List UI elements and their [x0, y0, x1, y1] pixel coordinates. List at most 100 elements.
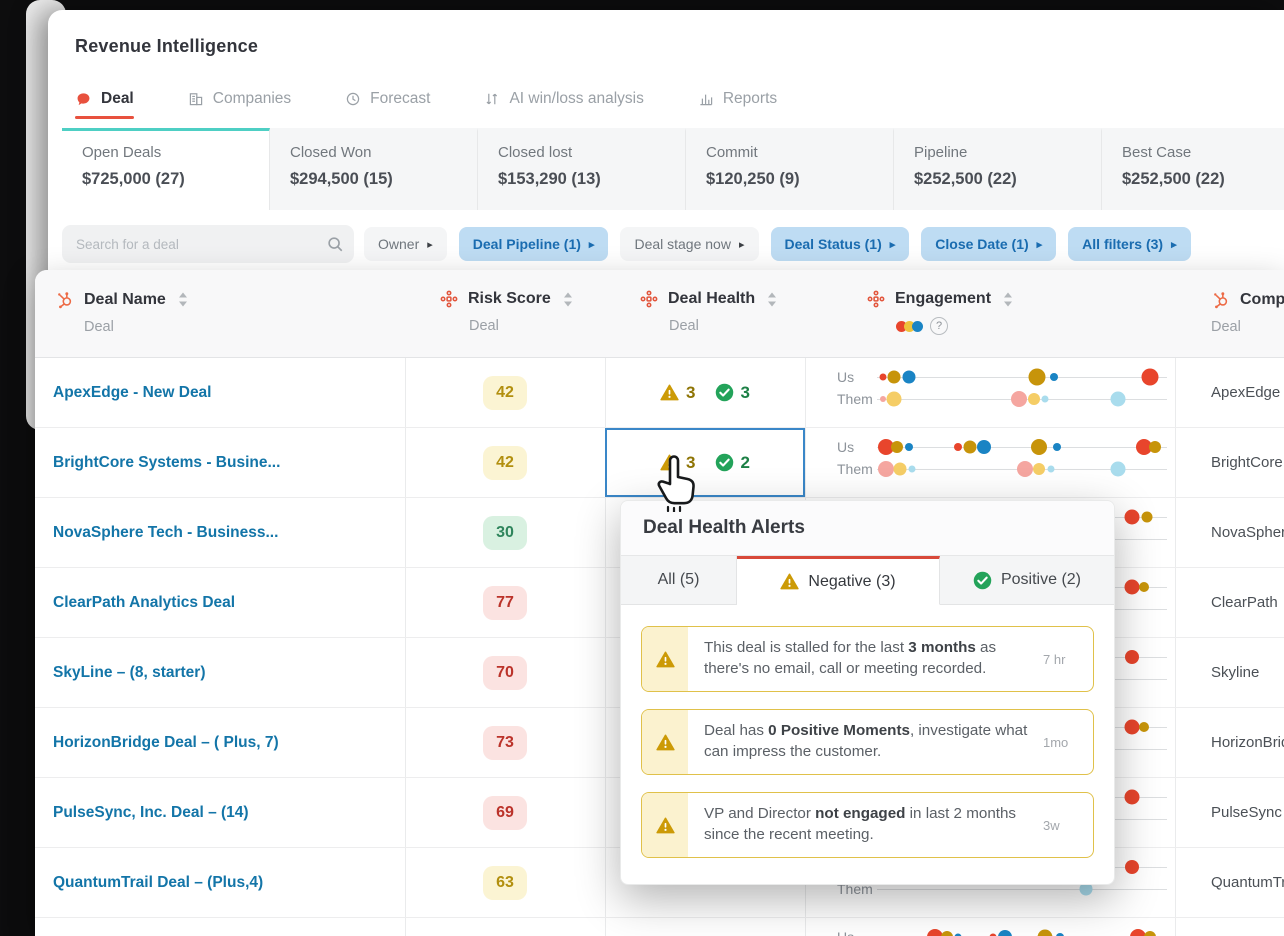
summary-card-closed-lost[interactable]: Closed lost $153,290 (13)	[478, 128, 686, 210]
deal-name-link[interactable]: ApexEdge - New Deal	[53, 383, 212, 401]
engagement-dot	[963, 440, 977, 454]
alert-time: 1mo	[1043, 734, 1069, 750]
engagement-dot	[887, 370, 901, 384]
summary-cards: Open Deals $725,000 (27) Closed Won $294,50…	[62, 128, 1284, 210]
nav-tab-reports[interactable]: Reports	[698, 90, 777, 110]
deal-name-link[interactable]: HorizonBridge Deal – ( Plus, 7)	[53, 733, 279, 751]
lane-them: Them	[837, 388, 1175, 410]
risk-score-cell: 30	[405, 498, 605, 567]
column-subtitle: Deal	[669, 318, 699, 334]
column-header-deal-health[interactable]: Deal Health Deal	[605, 270, 805, 358]
company-cell: BrightCore	[1175, 428, 1284, 497]
summary-card-closed-won[interactable]: Closed Won $294,500 (15)	[270, 128, 478, 210]
column-header-deal-name[interactable]: Deal Name Deal	[35, 270, 405, 358]
engagement-dot	[1149, 441, 1162, 453]
nav-tab-forecast[interactable]: Forecast	[345, 90, 430, 110]
lane-track	[877, 366, 1167, 388]
sort-icon[interactable]	[178, 291, 188, 308]
legend-dot	[896, 320, 907, 332]
deal-name-cell: SkyLine – (8, starter)	[35, 638, 405, 707]
company-name: QuantumTrail	[1211, 874, 1284, 891]
column-title: Deal Name	[84, 290, 166, 308]
engagement-dot	[908, 465, 916, 473]
engagement-dot	[1011, 391, 1028, 407]
engagement-dot	[1016, 461, 1033, 477]
deal-name-link[interactable]: QuantumTrail Deal – (Plus,4)	[53, 873, 264, 891]
card-label: Pipeline	[914, 144, 968, 161]
engagement-dot	[1031, 439, 1048, 455]
nav-tab-companies[interactable]: Companies	[188, 90, 291, 110]
filter-pill-label: Deal Pipeline (1)	[472, 236, 581, 252]
card-value: $294,500 (15)	[290, 170, 393, 188]
sort-icon[interactable]	[1003, 291, 1013, 308]
custom-object-icon	[440, 290, 458, 308]
summary-card-open-deals[interactable]: Open Deals $725,000 (27)	[62, 128, 270, 210]
popup-tab-all-5[interactable]: All (5)	[621, 556, 737, 605]
card-value: $252,500 (22)	[1122, 170, 1225, 188]
summary-card-commit[interactable]: Commit $120,250 (9)	[686, 128, 894, 210]
engagement-dot	[1125, 650, 1140, 664]
card-label: Open Deals	[82, 144, 162, 161]
engagement-dot	[1124, 719, 1140, 735]
deal-name-link[interactable]: PulseSync, Inc. Deal – (14)	[53, 803, 249, 821]
filter-pill-close-date-1[interactable]: Close Date (1) ▸	[921, 227, 1057, 261]
sort-icon[interactable]	[767, 291, 777, 308]
column-header-companies[interactable]: Companies Deal	[1175, 270, 1284, 358]
company-cell: ApexEdge	[1175, 358, 1284, 427]
nav-tab-ai-win-loss-analysis[interactable]: AI win/loss analysis	[484, 90, 644, 110]
risk-score-cell: 63	[405, 848, 605, 917]
search-input[interactable]	[62, 225, 354, 263]
lane-track	[877, 878, 1167, 900]
engagement-dot	[940, 931, 953, 936]
alert-band	[642, 627, 688, 691]
help-icon[interactable]: ?	[930, 317, 948, 335]
column-title: Deal Health	[668, 290, 756, 307]
summary-card-best-case[interactable]: Best Case $252,500 (22)	[1102, 128, 1284, 210]
table-row: BrightCore Systems - Busine... 42 3 2 Us Them…	[35, 428, 1284, 498]
lane-us: Us	[837, 366, 1175, 388]
popup-tab-positive-2[interactable]: Positive (2)	[940, 556, 1114, 605]
engagement-dot	[893, 462, 907, 476]
column-header-engagement[interactable]: Engagement ? DWM 4/17 - 5/22	[805, 270, 1175, 358]
check-icon	[973, 571, 992, 590]
engagement-dot	[1028, 368, 1045, 386]
column-subtitle: Deal	[1211, 319, 1241, 335]
lane-track	[877, 458, 1167, 480]
filter-pill-all-filters-3[interactable]: All filters (3) ▸	[1068, 227, 1191, 261]
companies-icon	[188, 91, 204, 107]
engagement-dot	[1124, 579, 1140, 595]
deal-health-alerts-popup: Deal Health Alerts All (5) Negative (3) Po…	[620, 500, 1115, 885]
nav-tabs: Deal Companies Forecast AI win/loss analysi…	[75, 82, 777, 119]
deal-health-cell[interactable]	[605, 918, 805, 936]
filter-pill-owner[interactable]: Owner ▸	[364, 227, 447, 261]
risk-pill: 73	[483, 725, 527, 760]
check-icon	[715, 453, 734, 472]
filter-pill-deal-stage-now[interactable]: Deal stage now ▸	[620, 227, 759, 261]
popup-tab-negative-3[interactable]: Negative (3)	[737, 556, 940, 605]
filter-pill-deal-pipeline-1[interactable]: Deal Pipeline (1) ▸	[458, 227, 609, 261]
lane-label: Them	[837, 881, 873, 897]
sort-icon[interactable]	[563, 291, 573, 308]
deal-name-link[interactable]: NovaSphere Tech - Business...	[53, 523, 279, 541]
ai-icon	[484, 91, 500, 107]
check-icon	[715, 383, 734, 402]
card-value: $153,290 (13)	[498, 170, 601, 188]
card-label: Closed Won	[290, 144, 372, 161]
deal-name-link[interactable]: ClearPath Analytics Deal	[53, 593, 236, 611]
engagement-dot	[1143, 931, 1156, 936]
column-header-risk-score[interactable]: Risk Score Deal	[405, 270, 605, 358]
engagement-dot	[989, 933, 997, 936]
risk-pill: 69	[483, 795, 527, 830]
summary-card-pipeline[interactable]: Pipeline $252,500 (22)	[894, 128, 1102, 210]
nav-tab-deal[interactable]: Deal	[75, 90, 134, 119]
nav-tab-label: Reports	[722, 90, 778, 107]
column-divider	[605, 270, 606, 936]
table-row: ApexEdge - New Deal 42 3 3 Us Them ApexEdge	[35, 358, 1284, 428]
engagement-dot	[997, 930, 1012, 936]
deal-name-link[interactable]: BrightCore Systems - Busine...	[53, 453, 281, 471]
filter-pill-deal-status-1[interactable]: Deal Status (1) ▸	[770, 227, 910, 261]
deal-name-link[interactable]: SkyLine – (8, starter)	[53, 663, 206, 681]
risk-score-cell: 42	[405, 428, 605, 497]
